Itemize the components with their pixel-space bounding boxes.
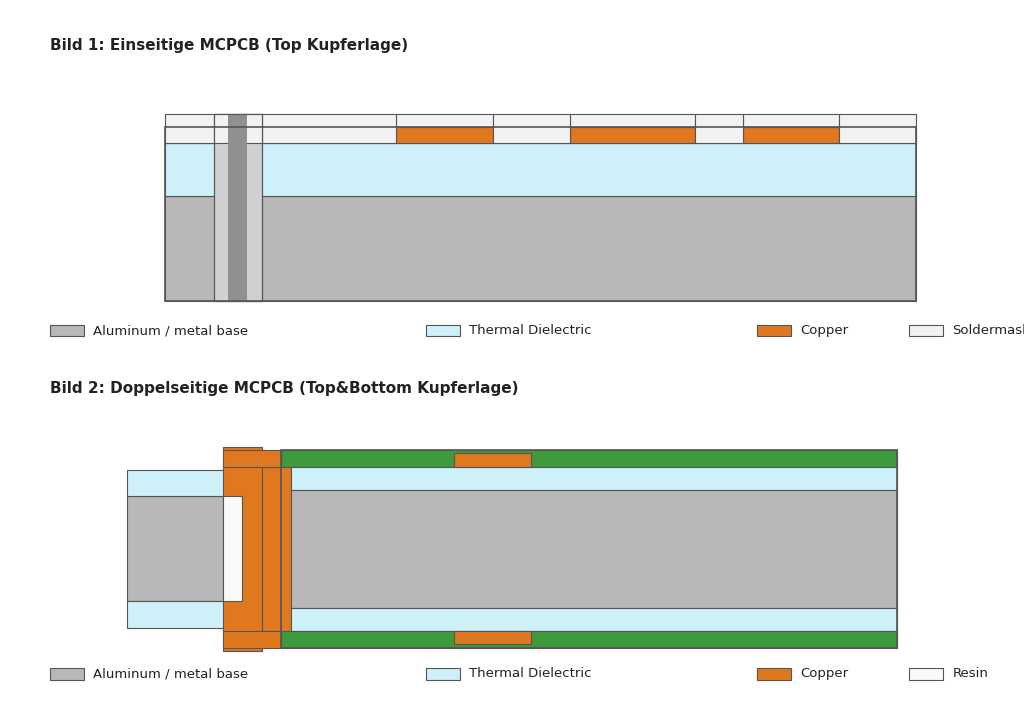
- Bar: [262, 467, 291, 631]
- Bar: [281, 631, 897, 648]
- Bar: [127, 601, 252, 628]
- Text: Thermal Dielectric: Thermal Dielectric: [469, 667, 592, 680]
- Bar: [426, 325, 460, 336]
- Bar: [50, 325, 84, 336]
- Bar: [569, 114, 695, 127]
- Bar: [757, 668, 791, 679]
- Text: Copper: Copper: [801, 324, 849, 337]
- Text: Resin: Resin: [952, 667, 988, 680]
- Bar: [223, 447, 262, 651]
- Bar: [396, 114, 493, 127]
- Bar: [228, 114, 248, 301]
- Bar: [166, 196, 916, 301]
- Text: Bild 1: Einseitige MCPCB (Top Kupferlage): Bild 1: Einseitige MCPCB (Top Kupferlage…: [50, 38, 409, 53]
- Bar: [493, 114, 569, 143]
- Bar: [166, 143, 916, 196]
- Bar: [281, 450, 897, 467]
- Bar: [166, 127, 916, 301]
- Bar: [909, 668, 943, 679]
- Bar: [569, 127, 695, 143]
- Text: Aluminum / metal base: Aluminum / metal base: [93, 667, 249, 680]
- Bar: [455, 453, 531, 467]
- Bar: [909, 325, 943, 336]
- Bar: [281, 450, 897, 648]
- Bar: [223, 496, 243, 601]
- Bar: [396, 127, 493, 143]
- Bar: [426, 668, 460, 679]
- Bar: [840, 114, 916, 143]
- Bar: [166, 127, 916, 143]
- Text: Copper: Copper: [801, 667, 849, 680]
- Bar: [223, 450, 281, 467]
- Text: Bild 2: Doppelseitige MCPCB (Top&Bottom Kupferlage): Bild 2: Doppelseitige MCPCB (Top&Bottom …: [50, 381, 518, 396]
- Bar: [455, 631, 531, 644]
- Bar: [695, 114, 743, 143]
- Bar: [50, 668, 84, 679]
- Bar: [757, 325, 791, 336]
- Bar: [214, 114, 262, 301]
- Bar: [281, 608, 897, 631]
- Bar: [214, 114, 262, 143]
- Bar: [223, 631, 281, 648]
- Bar: [743, 127, 840, 143]
- Text: Soldermask: Soldermask: [952, 324, 1024, 337]
- Bar: [281, 467, 897, 490]
- Text: Thermal Dielectric: Thermal Dielectric: [469, 324, 592, 337]
- Bar: [743, 114, 840, 127]
- Text: Aluminum / metal base: Aluminum / metal base: [93, 324, 249, 337]
- Bar: [127, 470, 252, 496]
- Bar: [214, 114, 262, 301]
- Bar: [281, 490, 897, 608]
- Bar: [166, 114, 396, 143]
- Bar: [127, 496, 243, 601]
